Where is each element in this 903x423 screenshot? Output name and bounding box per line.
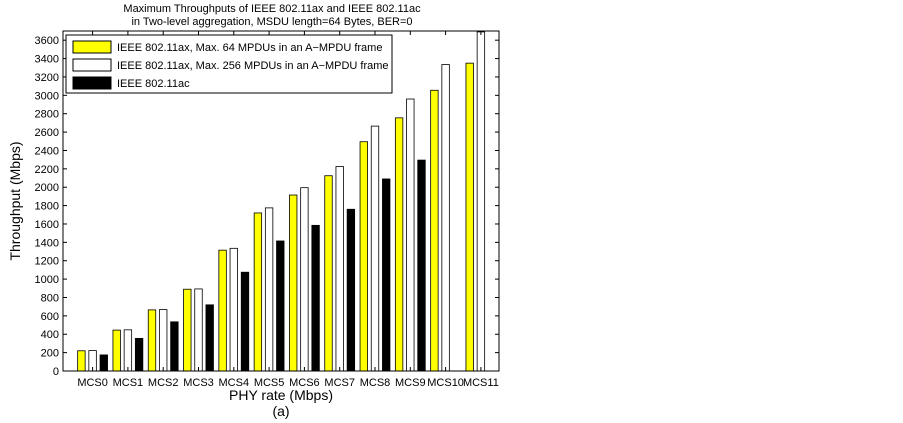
y-tick-label: 400 <box>41 329 59 341</box>
bar-mcs6-series-2 <box>311 224 320 372</box>
x-tick-label-mcs6: MCS6 <box>289 377 320 389</box>
bar-mcs1-series-0 <box>112 329 121 372</box>
y-tick-label: 200 <box>41 348 59 360</box>
bar-mcs7-series-2 <box>346 208 356 372</box>
bar-mcs9-series-2 <box>417 159 426 372</box>
y-axis-label: Throughput (Mbps) <box>7 141 23 260</box>
x-tick-label-mcs8: MCS8 <box>360 377 391 389</box>
bar-mcs8-series-0 <box>359 141 368 372</box>
y-tick-label: 3000 <box>35 90 59 102</box>
legend: IEEE 802.11ax, Max. 64 MPDUs in an A−MPD… <box>65 34 393 94</box>
bar-mcs7-series-0 <box>324 175 333 372</box>
y-tick-label: 3200 <box>35 72 59 84</box>
legend-label-ax256: IEEE 802.11ax, Max. 256 MPDUs in an A−MP… <box>117 60 389 72</box>
x-axis-label: PHY rate (Mbps) <box>229 387 333 403</box>
x-tick-label-mcs3: MCS3 <box>183 377 214 389</box>
x-tick-label-mcs4: MCS4 <box>219 377 250 389</box>
x-axis-ticks: MCS0 MCS1 MCS2 MCS3 MCS4 MCS5 MCS6 MCS7 MCS8 MCS9… <box>77 31 499 389</box>
bar-mcs10-series-0 <box>430 89 439 372</box>
y-tick-label: 0 <box>53 366 59 378</box>
x-tick-label-mcs11: MCS11 <box>463 377 499 389</box>
y-tick-label: 1400 <box>35 237 59 249</box>
y-axis-ticks: 0 200 400 600 800 1000 1200 1400 1600 1800 2000 220… <box>35 35 499 378</box>
bar-mcs9-series-1 <box>406 98 415 372</box>
x-tick-label-mcs1: MCS1 <box>113 377 144 389</box>
bar-mcs3-series-0 <box>183 288 192 372</box>
y-tick-label: 2600 <box>35 127 59 139</box>
bar-mcs5-series-1 <box>264 207 274 372</box>
bar-mcs8-series-1 <box>370 125 380 372</box>
y-tick-label: 800 <box>41 292 59 304</box>
bar-mcs9-series-0 <box>394 117 404 372</box>
bar-mcs3-series-1 <box>194 288 203 372</box>
chart-title: Maximum Throughputs of IEEE 802.11ax and… <box>123 3 421 15</box>
y-tick-label: 3600 <box>35 35 59 47</box>
bar-mcs11-series-1 <box>476 31 486 372</box>
bar-mcs2-series-2 <box>170 321 179 372</box>
chart-subtitle: in Two-level aggregation, MSDU length=64… <box>131 16 412 28</box>
legend-swatch-ax256 <box>72 58 112 72</box>
bar-mcs5-series-0 <box>253 212 263 372</box>
bar-mcs4-series-2 <box>240 271 250 372</box>
bar-mcs6-series-0 <box>289 194 298 372</box>
bars-group <box>77 31 486 372</box>
y-tick-label: 1600 <box>35 219 59 231</box>
bar-mcs1-series-1 <box>123 329 133 372</box>
bar-mcs2-series-1 <box>159 309 168 372</box>
x-tick-label-mcs9: MCS9 <box>395 377 426 389</box>
y-tick-label: 1200 <box>35 256 59 268</box>
y-tick-label: 2200 <box>35 164 59 176</box>
figure-caption: (a) <box>272 403 289 419</box>
legend-swatch-ax64 <box>72 40 112 54</box>
bar-mcs6-series-1 <box>300 187 309 372</box>
x-tick-label-mcs0: MCS0 <box>77 377 108 389</box>
bar-mcs3-series-2 <box>205 304 214 372</box>
y-tick-label: 2800 <box>35 109 59 121</box>
x-tick-label-mcs5: MCS5 <box>254 377 285 389</box>
y-tick-label: 3400 <box>35 54 59 66</box>
y-tick-label: 1800 <box>35 201 59 213</box>
x-tick-label-mcs2: MCS2 <box>148 377 179 389</box>
bar-mcs8-series-2 <box>382 178 391 372</box>
bar-mcs0-series-0 <box>77 350 86 372</box>
legend-swatch-ac <box>72 76 112 90</box>
legend-label-ac: IEEE 802.11ac <box>117 78 190 90</box>
y-tick-label: 1000 <box>35 274 59 286</box>
bar-mcs11-series-0 <box>465 62 474 372</box>
bar-mcs0-series-2 <box>99 354 108 372</box>
bar-mcs4-series-1 <box>229 247 238 372</box>
bar-mcs7-series-1 <box>335 166 344 372</box>
bar-mcs10-series-1 <box>441 64 450 372</box>
bar-mcs4-series-0 <box>218 249 227 372</box>
bar-mcs5-series-2 <box>276 240 285 372</box>
y-tick-label: 600 <box>41 311 59 323</box>
plot-frame <box>62 30 500 372</box>
y-tick-label: 2400 <box>35 145 59 157</box>
bar-mcs1-series-2 <box>134 337 144 372</box>
legend-box <box>65 34 393 94</box>
legend-label-ax64: IEEE 802.11ax, Max. 64 MPDUs in an A−MPD… <box>117 42 382 54</box>
x-tick-label-mcs10: MCS10 <box>427 377 464 389</box>
bar-mcs2-series-0 <box>147 309 157 372</box>
x-tick-label-mcs7: MCS7 <box>324 377 355 389</box>
y-tick-label: 2000 <box>35 182 59 194</box>
